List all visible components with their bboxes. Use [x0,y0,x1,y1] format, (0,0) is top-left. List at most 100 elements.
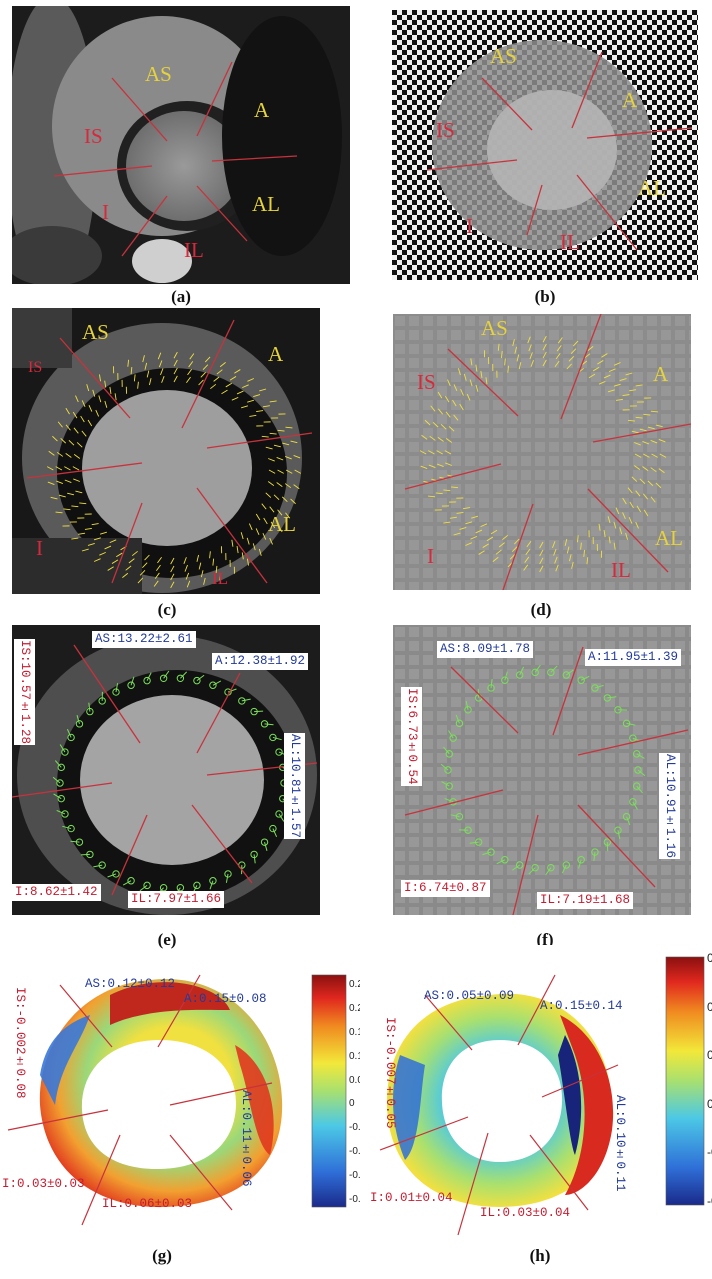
vector-arrow [421,434,428,440]
vector-arrow [269,506,275,513]
tracked-point [591,684,599,692]
vector-arrow [635,490,641,497]
vector-arrow [564,538,568,546]
vector-arrow [482,543,489,548]
vector-arrow [189,353,195,360]
caption-d: (d) [530,600,552,619]
vector-arrow [173,375,178,383]
label-il-mean: IL:7.19±1.68 [537,892,634,909]
vector-arrow [625,532,629,540]
vector-arrow [122,572,129,578]
vector-arrow [186,376,191,384]
label-is-mean: IS:10.57±1.28 [14,639,35,746]
vector-arrow [556,345,562,352]
vector-arrow [465,542,473,546]
vector-arrow [290,440,298,444]
label-il-mean: IL:0.03±0.04 [480,1206,571,1220]
tracked-point [501,676,509,684]
segment-label-a: A [653,362,669,386]
displacement-vector [482,851,492,856]
segment-label-a: A [254,98,270,122]
vector-arrow [466,393,471,401]
segment-label-il: IL [212,569,229,588]
vector-arrow [587,346,594,352]
vector-arrow [529,352,533,360]
tracked-point [633,750,641,758]
vector-arrow [509,553,516,560]
vector-arrow [478,550,485,555]
vector-arrow [555,564,559,572]
vector-arrow [200,570,204,578]
tracked-point [224,870,232,878]
vector-arrow [285,469,293,474]
vector-arrow [154,572,160,579]
panel-d-mri: AS A IS AL I IL [393,314,691,590]
displacement-vector [139,884,148,892]
vector-arrow [507,365,509,373]
vector-arrow [277,469,284,474]
tracked-point [56,779,64,787]
vector-arrow [185,572,190,580]
vector-arrow [603,530,606,538]
vector-arrow [437,436,444,442]
segment-label-i: I [36,536,43,560]
colorbar-tick: -0.2 [349,1194,360,1205]
vector-arrow [539,549,544,557]
vector-arrow [444,395,450,403]
vector-arrow [430,405,436,412]
vector-arrow [216,369,223,375]
vector-arrow [627,487,633,494]
displacement-vector [53,793,62,800]
tracked-point [127,877,135,885]
vector-arrow [437,391,443,399]
displacement-vector [54,760,62,768]
vector-arrow [65,424,71,431]
panel-a-mri: AS A IS AL I IL [12,6,350,284]
vector-arrow [445,462,452,466]
label-i-mean: I:8.62±1.42 [12,884,101,901]
vector-arrow [170,565,175,573]
vector-arrow [613,542,616,550]
vector-arrow [448,426,455,432]
vector-arrow [173,351,178,359]
vector-arrow [615,507,620,515]
displacement-vector [594,684,604,689]
vector-arrow [282,442,290,446]
vector-arrow [240,532,244,540]
vector-arrow [440,424,447,430]
colorbar-tick: 0 [707,1096,712,1111]
vector-arrow [490,529,498,535]
tracked-point [61,748,69,756]
panel-e-mri: AS:13.22±2.61 A:12.38±1.92 IS:10.57±1.28… [12,625,320,915]
displacement-vector [59,744,66,753]
label-as-mean: AS:0.12±0.12 [85,977,176,991]
vector-arrow [64,466,71,471]
tracked-point [176,884,185,892]
tracked-point [577,676,585,684]
vector-arrow [639,478,646,484]
vector-arrow [514,346,517,354]
vector-arrow [107,566,114,571]
vector-arrow [498,542,505,548]
displacement-vector [528,867,536,875]
vector-arrow [504,358,506,366]
vector-arrow [512,339,515,347]
colorbar-tick: -0.1 [349,1146,360,1158]
tracked-point [143,881,151,890]
vector-arrow [99,551,106,556]
displacement-vector [264,842,268,851]
vector-arrow [276,482,283,488]
vector-arrow [63,508,71,511]
vector-arrow [463,373,467,381]
vector-arrow [200,371,206,378]
label-il-mean: IL:7.97±1.66 [128,891,225,908]
vector-arrow [64,479,72,483]
displacement-vector [550,665,558,673]
vector-arrow [93,558,101,562]
vector-arrow [492,556,499,562]
vector-arrow [198,562,202,570]
tracked-point [75,720,84,728]
vector-arrow [450,486,459,489]
vector-arrow [539,541,544,549]
vector-arrow [104,380,107,388]
